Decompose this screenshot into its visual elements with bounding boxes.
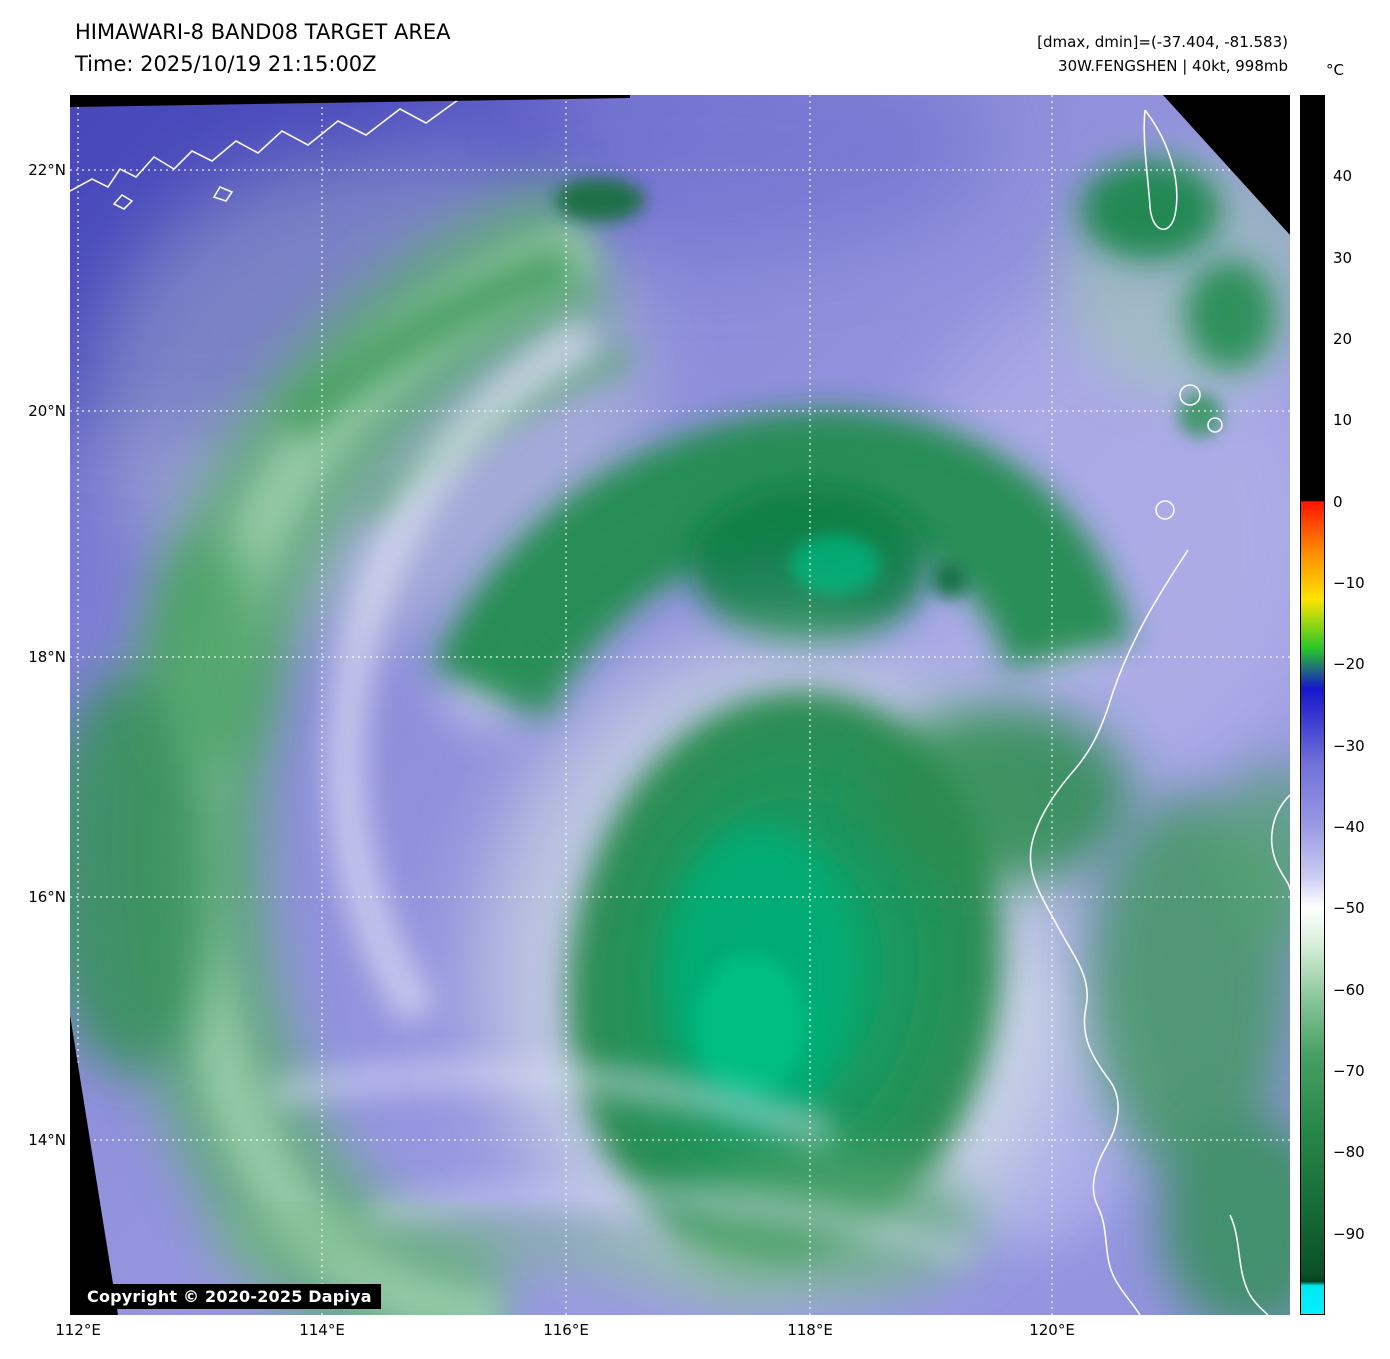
colorbar-tick-m10: −10 xyxy=(1333,574,1365,592)
no-data-corner-sw xyxy=(70,1015,118,1315)
cloud-shapes xyxy=(70,95,1290,1315)
cloud-patch xyxy=(1185,260,1275,370)
lat-label-20n: 20°N xyxy=(28,402,66,420)
eastern-cloud xyxy=(1215,765,1290,945)
cloud-streak xyxy=(216,1207,777,1310)
coastline-island xyxy=(1155,500,1175,520)
colorbar-tick-m30: −30 xyxy=(1333,737,1365,755)
lon-label-112e: 112°E xyxy=(55,1321,101,1339)
lat-label-18n: 18°N xyxy=(28,648,66,666)
spiral-streak xyxy=(325,317,600,1027)
lat-label-14n: 14°N xyxy=(28,1131,66,1149)
lat-label-16n: 16°N xyxy=(28,888,66,906)
colorbar-tick-m20: −20 xyxy=(1333,655,1365,673)
colorbar-tick-m90: −90 xyxy=(1333,1225,1365,1243)
lat-label-22n: 22°N xyxy=(28,161,66,179)
satellite-image: Copyright © 2020-2025 Dapiya xyxy=(70,95,1290,1315)
coastlines xyxy=(70,96,1290,1315)
lon-label-114e: 114°E xyxy=(299,1321,345,1339)
no-data-edge-top xyxy=(70,95,630,107)
cloud-streak xyxy=(267,1059,836,1150)
copyright-badge: Copyright © 2020-2025 Dapiya xyxy=(78,1284,381,1309)
colorbar-tick-10: 10 xyxy=(1333,411,1353,429)
cdo-coldest-spot xyxy=(695,955,805,1095)
colorbar-tick-40: 40 xyxy=(1333,167,1353,185)
rainband-cell xyxy=(70,675,220,1075)
cdo-extension xyxy=(870,705,1130,885)
dmax-dmin-label: [dmax, dmin]=(-37.404, -81.583) xyxy=(1037,33,1288,51)
lon-label-116e: 116°E xyxy=(543,1321,589,1339)
cloud-streak xyxy=(367,1181,974,1267)
convective-cell xyxy=(932,562,968,598)
no-data-corner-ne xyxy=(1163,95,1290,235)
colorbar xyxy=(1300,95,1325,1315)
northern-rainband xyxy=(430,409,1134,724)
cloud-cell xyxy=(555,178,645,222)
timestamp-label: Time: 2025/10/19 21:15:00Z xyxy=(75,52,377,76)
lon-label-118e: 118°E xyxy=(787,1321,833,1339)
coastline-china xyxy=(70,96,463,192)
lon-label-120e: 120°E xyxy=(1029,1321,1075,1339)
satellite-imagery-canvas xyxy=(70,95,1290,1315)
colorbar-tick-20: 20 xyxy=(1333,330,1353,348)
convective-core xyxy=(790,535,880,595)
cloud-patch xyxy=(1178,393,1222,437)
coastline-east xyxy=(1270,794,1290,891)
coastline-taiwan xyxy=(1143,109,1178,231)
colorbar-tick-m70: −70 xyxy=(1333,1062,1365,1080)
coastline-island xyxy=(1207,417,1223,433)
rainband-cell xyxy=(155,535,265,775)
cloud-streak xyxy=(275,243,577,442)
colorbar-tick-m80: −80 xyxy=(1333,1143,1365,1161)
coastline-luzon xyxy=(1029,549,1189,1315)
coastline-island xyxy=(1179,384,1201,406)
colorbar-unit-label: °C xyxy=(1326,61,1344,79)
colorbar-tick-30: 30 xyxy=(1333,249,1353,267)
eastern-cloud xyxy=(1160,1115,1290,1315)
colorbar-tick-m40: −40 xyxy=(1333,818,1365,836)
coastline-islet xyxy=(112,193,134,210)
no-data-mask xyxy=(70,95,1290,1315)
storm-info-label: 30W.FENGSHEN | 40kt, 998mb xyxy=(1058,57,1288,75)
coastline-islet xyxy=(212,185,234,202)
colorbar-tick-m50: −50 xyxy=(1333,899,1365,917)
coastline-mindoro xyxy=(1229,1214,1269,1315)
page-title: HIMAWARI-8 BAND08 TARGET AREA xyxy=(75,20,451,44)
colorbar-tick-m60: −60 xyxy=(1333,981,1365,999)
colorbar-tick-0: 0 xyxy=(1333,493,1343,511)
